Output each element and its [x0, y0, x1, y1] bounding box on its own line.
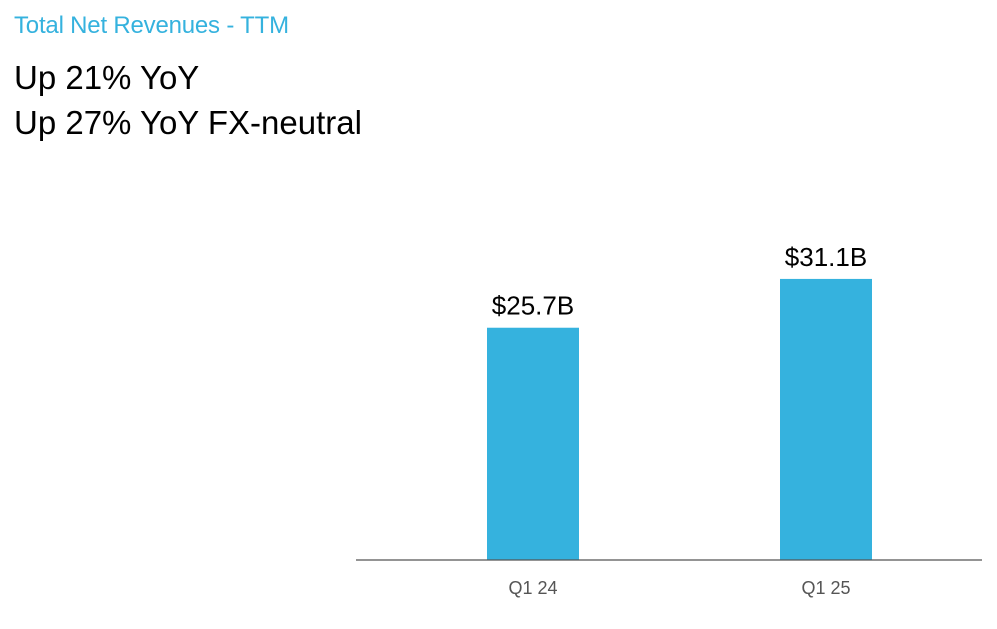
bar-q1-25 [780, 278, 872, 560]
bars-layer [487, 278, 872, 560]
labels-layer: $25.7B Q1 24 $31.1B Q1 25 [492, 242, 867, 598]
data-label-q1-25: $31.1B [785, 242, 867, 272]
bar-q1-24 [487, 327, 579, 560]
x-tick-label-q1-25: Q1 25 [801, 578, 850, 598]
chart-eyebrow-title: Total Net Revenues - TTM [14, 12, 289, 39]
headline-fx-neutral: Up 27% YoY FX-neutral [14, 104, 362, 141]
x-tick-label-q1-24: Q1 24 [508, 578, 557, 598]
data-label-q1-24: $25.7B [492, 291, 574, 321]
headline-yoy: Up 21% YoY [14, 59, 200, 96]
